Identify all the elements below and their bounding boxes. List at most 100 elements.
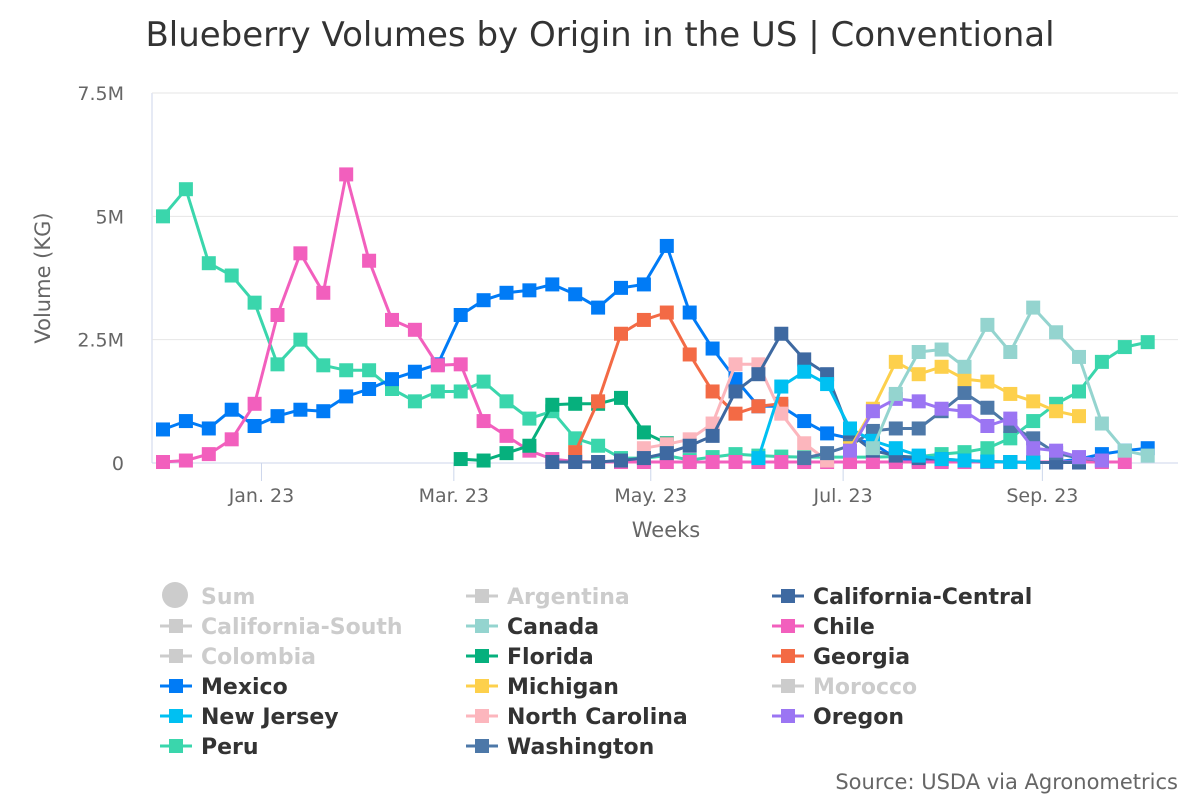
data-point[interactable]: [934, 342, 949, 357]
data-point[interactable]: [1049, 404, 1064, 419]
data-point[interactable]: [728, 406, 743, 421]
legend-item-michigan[interactable]: Michigan: [466, 675, 619, 700]
data-point[interactable]: [1094, 354, 1109, 369]
data-point[interactable]: [201, 421, 216, 436]
series-canada[interactable]: [865, 300, 1155, 463]
data-point[interactable]: [934, 401, 949, 416]
data-point[interactable]: [957, 404, 972, 419]
data-point[interactable]: [247, 396, 262, 411]
data-point[interactable]: [156, 209, 170, 224]
data-point[interactable]: [385, 372, 399, 387]
data-point[interactable]: [659, 305, 674, 320]
data-point[interactable]: [499, 428, 514, 443]
data-point[interactable]: [614, 280, 628, 295]
legend-item-argentina[interactable]: Argentina: [466, 585, 630, 610]
data-point[interactable]: [1117, 340, 1132, 355]
data-point[interactable]: [911, 345, 926, 359]
data-point[interactable]: [1117, 443, 1132, 458]
legend-item-peru[interactable]: Peru: [160, 735, 259, 760]
data-point[interactable]: [224, 432, 239, 447]
legend-item-north-carolina[interactable]: North Carolina: [466, 705, 688, 730]
data-point[interactable]: [636, 425, 651, 440]
data-point[interactable]: [178, 182, 193, 197]
data-point[interactable]: [614, 453, 628, 468]
data-point[interactable]: [911, 394, 926, 409]
data-point[interactable]: [499, 394, 514, 409]
data-point[interactable]: [407, 394, 422, 409]
series-michigan[interactable]: [843, 354, 1086, 456]
data-point[interactable]: [865, 404, 880, 419]
data-point[interactable]: [339, 389, 354, 404]
data-point[interactable]: [591, 300, 606, 315]
data-point[interactable]: [1003, 455, 1018, 470]
data-point[interactable]: [522, 283, 537, 298]
data-point[interactable]: [728, 455, 743, 470]
data-point[interactable]: [636, 312, 651, 327]
data-point[interactable]: [293, 246, 308, 261]
data-point[interactable]: [178, 414, 193, 429]
data-point[interactable]: [499, 285, 514, 300]
data-point[interactable]: [270, 409, 285, 424]
data-point[interactable]: [522, 438, 537, 453]
data-point[interactable]: [316, 285, 331, 300]
legend-item-california-central[interactable]: California-Central: [772, 585, 1032, 610]
legend-item-florida[interactable]: Florida: [466, 645, 594, 670]
data-point[interactable]: [362, 253, 377, 268]
data-point[interactable]: [1049, 443, 1064, 458]
data-point[interactable]: [316, 404, 331, 419]
data-point[interactable]: [865, 455, 880, 470]
data-point[interactable]: [293, 332, 308, 347]
data-point[interactable]: [614, 390, 628, 405]
data-point[interactable]: [682, 455, 697, 470]
data-point[interactable]: [888, 386, 903, 401]
data-point[interactable]: [774, 455, 789, 470]
data-point[interactable]: [362, 363, 377, 378]
data-point[interactable]: [339, 167, 354, 182]
data-point[interactable]: [1026, 300, 1041, 315]
data-point[interactable]: [659, 238, 674, 253]
data-point[interactable]: [774, 379, 789, 394]
data-point[interactable]: [156, 422, 170, 437]
data-point[interactable]: [362, 382, 377, 396]
data-point[interactable]: [545, 455, 560, 470]
data-point[interactable]: [797, 364, 812, 379]
data-point[interactable]: [476, 453, 491, 468]
legend-item-chile[interactable]: Chile: [772, 615, 875, 640]
data-point[interactable]: [453, 357, 468, 372]
data-point[interactable]: [820, 446, 835, 461]
series-new-jersey[interactable]: [751, 364, 1041, 470]
data-point[interactable]: [797, 436, 812, 451]
data-point[interactable]: [705, 428, 720, 443]
data-point[interactable]: [705, 384, 720, 399]
data-point[interactable]: [1026, 414, 1041, 429]
data-point[interactable]: [407, 364, 422, 379]
data-point[interactable]: [1140, 448, 1155, 463]
data-point[interactable]: [980, 317, 995, 332]
data-point[interactable]: [476, 293, 491, 308]
data-point[interactable]: [957, 372, 972, 387]
data-point[interactable]: [201, 256, 216, 271]
data-point[interactable]: [1072, 450, 1086, 465]
data-point[interactable]: [980, 441, 995, 456]
data-point[interactable]: [843, 421, 857, 436]
data-point[interactable]: [1003, 431, 1018, 446]
data-point[interactable]: [1094, 416, 1109, 431]
data-point[interactable]: [293, 402, 308, 417]
data-point[interactable]: [1094, 453, 1109, 468]
data-point[interactable]: [980, 419, 995, 433]
data-point[interactable]: [1140, 335, 1155, 350]
data-point[interactable]: [843, 455, 857, 470]
data-point[interactable]: [980, 374, 995, 389]
data-point[interactable]: [476, 414, 491, 429]
data-point[interactable]: [430, 384, 445, 399]
data-point[interactable]: [797, 352, 812, 367]
data-point[interactable]: [499, 446, 514, 461]
data-point[interactable]: [1003, 411, 1018, 426]
legend-item-canada[interactable]: Canada: [466, 615, 599, 640]
data-point[interactable]: [682, 347, 697, 362]
data-point[interactable]: [820, 426, 835, 441]
data-point[interactable]: [1072, 349, 1086, 364]
data-point[interactable]: [339, 363, 354, 378]
data-point[interactable]: [888, 354, 903, 369]
data-point[interactable]: [385, 312, 399, 327]
